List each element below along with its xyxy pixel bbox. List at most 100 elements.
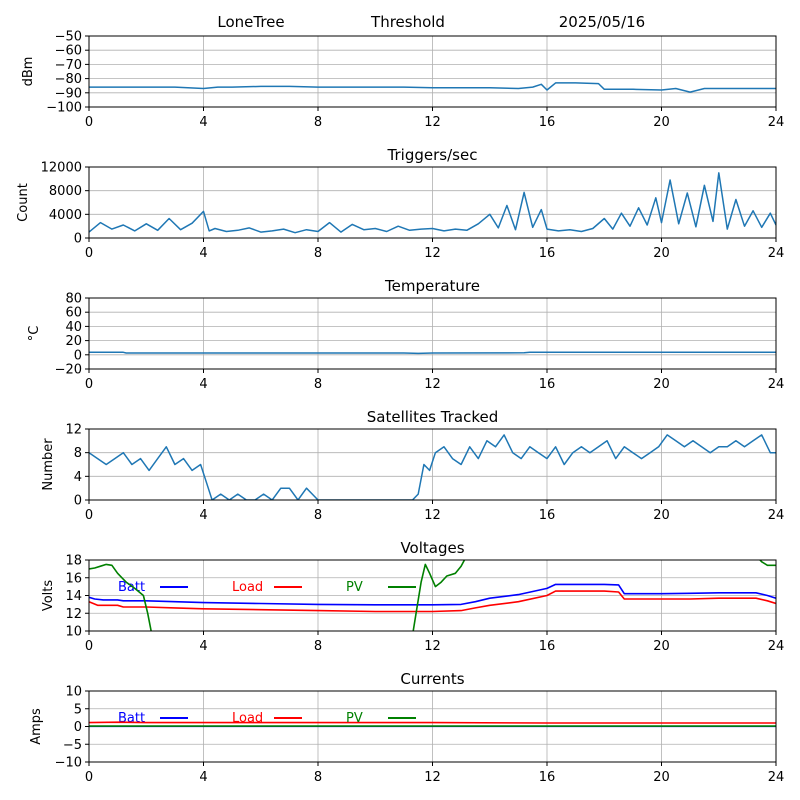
x-tick-label: 12 (424, 377, 441, 392)
x-tick-label: 8 (314, 639, 322, 654)
plot-frame (88, 428, 777, 501)
x-tick-label: 24 (768, 508, 785, 523)
x-tick-label: 16 (539, 246, 556, 261)
x-tick-label: 24 (768, 639, 785, 654)
x-tick-label: 12 (424, 770, 441, 785)
x-tick-label: 16 (539, 115, 556, 130)
plot-frame (88, 297, 777, 370)
y-tick-label: 14 (65, 589, 82, 604)
chart-currents: Currents 0 4 8 12 16 20 24 −10 −5 0 5 10 Amps Batt Load… (29, 670, 784, 785)
y-axis-label: Volts (41, 580, 56, 612)
header-station: LoneTree (217, 13, 284, 31)
series-line-load (89, 721, 776, 724)
y-tick-label: 60 (65, 306, 82, 321)
x-tick-label: 0 (85, 639, 93, 654)
chart-rssi: 0 4 8 12 16 20 24 −100−90−80−70−60−50 dBm (21, 30, 784, 131)
x-tick-label: 4 (199, 377, 207, 392)
y-tick-label: 5 (74, 702, 82, 717)
x-tick-label: 24 (768, 770, 785, 785)
y-tick-label: −5 (63, 738, 82, 753)
y-axis-label: Number (41, 438, 56, 491)
x-tick-label: 16 (539, 508, 556, 523)
chart-triggers: Triggers/sec 0 4 8 12 16 20 24 0 4000 8000 12000 Cou… (16, 146, 784, 261)
legend-label-load: Load (232, 580, 263, 595)
x-tick-label: 16 (539, 639, 556, 654)
series-line-0 (89, 351, 776, 355)
y-tick-label: −100 (46, 101, 82, 116)
legend-label-pv: PV (346, 580, 363, 595)
x-tick-label: 0 (85, 770, 93, 785)
y-axis-label: °C (27, 326, 42, 342)
x-tick-label: 8 (314, 246, 322, 261)
y-tick-label: 0 (74, 232, 82, 247)
y-tick-label: 0 (74, 348, 82, 363)
x-tick-label: 24 (768, 115, 785, 130)
x-tick-label: 0 (85, 115, 93, 130)
y-tick-label: −70 (55, 58, 82, 73)
x-tick-label: 8 (314, 508, 322, 523)
x-tick-label: 20 (653, 770, 670, 785)
y-tick-label: 4 (74, 470, 82, 485)
y-tick-label: 12 (65, 607, 82, 622)
legend-label-batt: Batt (118, 711, 145, 726)
y-tick-label: 40 (65, 320, 82, 335)
y-tick-label: −60 (55, 44, 82, 59)
x-tick-label: 20 (653, 508, 670, 523)
chart-title: Currents (400, 670, 464, 688)
x-tick-label: 20 (653, 377, 670, 392)
x-tick-label: 4 (199, 246, 207, 261)
y-tick-label: 12000 (41, 161, 82, 176)
y-tick-label: 12 (65, 423, 82, 438)
series-line-load (89, 590, 776, 613)
x-tick-label: 12 (424, 639, 441, 654)
plot-frame (88, 690, 777, 763)
y-tick-label: 18 (65, 554, 82, 569)
x-tick-label: 12 (424, 508, 441, 523)
y-tick-label: 16 (65, 571, 82, 586)
y-tick-label: −50 (55, 30, 82, 45)
chart-title: Temperature (384, 277, 480, 295)
x-tick-label: 12 (424, 115, 441, 130)
x-tick-label: 20 (653, 115, 670, 130)
y-tick-label: −80 (55, 72, 82, 87)
y-tick-label: −90 (55, 86, 82, 101)
series-line-pv (89, 560, 776, 631)
chart-title: Triggers/sec (387, 146, 478, 164)
x-tick-label: 24 (768, 377, 785, 392)
y-tick-label: 4000 (49, 208, 82, 223)
x-tick-label: 12 (424, 246, 441, 261)
y-tick-label: 80 (65, 292, 82, 307)
x-tick-label: 8 (314, 770, 322, 785)
y-axis-label: Amps (29, 708, 44, 745)
legend-label-pv: PV (346, 711, 363, 726)
series-line-0 (89, 434, 776, 500)
y-axis-label: dBm (21, 57, 36, 87)
series-line-batt (89, 583, 776, 606)
header-date: 2025/05/16 (559, 13, 645, 31)
plot-frame (88, 35, 777, 108)
chart-title: Satellites Tracked (367, 408, 498, 426)
x-tick-label: 4 (199, 639, 207, 654)
plot-frame (88, 166, 777, 239)
x-tick-label: 4 (199, 508, 207, 523)
y-tick-label: 20 (65, 334, 82, 349)
x-tick-label: 8 (314, 115, 322, 130)
legend-label-load: Load (232, 711, 263, 726)
y-tick-label: 8 (74, 446, 82, 461)
y-tick-label: −10 (55, 756, 82, 771)
series-line-0 (89, 82, 776, 93)
x-tick-label: 4 (199, 770, 207, 785)
x-tick-label: 20 (653, 639, 670, 654)
y-axis-label: Count (16, 183, 31, 222)
plot-frame (88, 559, 777, 632)
header-mode: Threshold (370, 13, 445, 31)
x-tick-label: 0 (85, 508, 93, 523)
chart-title: Voltages (400, 539, 464, 557)
y-tick-label: 8000 (49, 184, 82, 199)
y-tick-label: 10 (65, 685, 82, 700)
y-tick-label: 0 (74, 494, 82, 509)
x-tick-label: 24 (768, 246, 785, 261)
y-tick-label: 10 (65, 625, 82, 640)
